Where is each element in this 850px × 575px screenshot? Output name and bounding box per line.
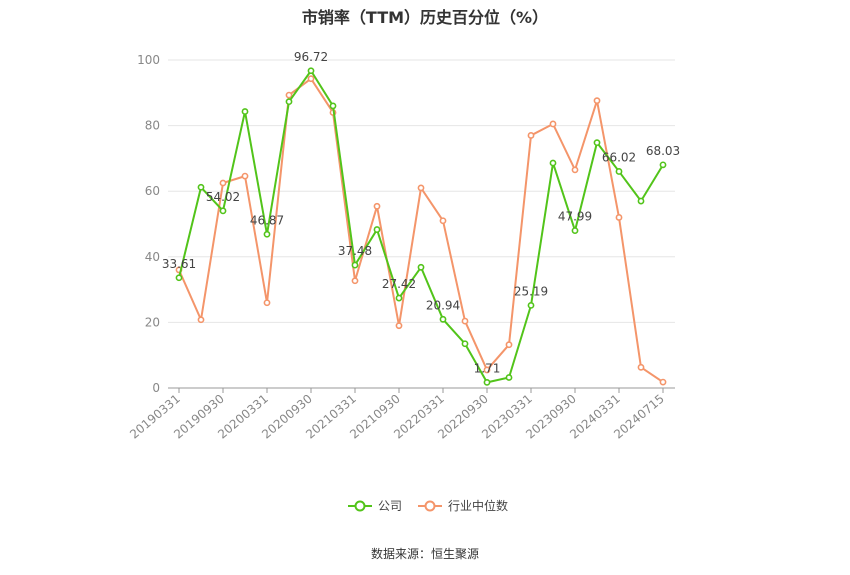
data-point <box>505 374 513 381</box>
legend-marker <box>354 500 366 512</box>
data-point <box>285 91 293 99</box>
data-point <box>439 217 447 225</box>
y-tick-label: 60 <box>145 184 160 198</box>
data-point <box>571 166 579 174</box>
data-point <box>571 227 579 234</box>
source-note: 数据来源：恒生聚源 <box>370 547 479 561</box>
data-label: 25.19 <box>514 284 548 298</box>
data-label: 47.99 <box>558 210 592 224</box>
chart-title: 市销率（TTM）历史百分位（%） <box>301 8 549 27</box>
data-point <box>307 67 315 75</box>
data-point <box>197 316 205 324</box>
data-label: 46.87 <box>250 213 284 227</box>
data-point <box>373 226 381 233</box>
y-tick-label: 20 <box>145 315 160 329</box>
legend-item-industry-median[interactable]: 行业中位数 <box>418 498 508 513</box>
data-point <box>505 341 513 349</box>
data-point <box>285 98 293 106</box>
data-point <box>527 132 535 139</box>
data-point <box>549 120 557 128</box>
series-industry-median <box>175 75 667 386</box>
data-point <box>417 263 425 271</box>
x-tick-labels: 2019033120190930202003312020093020210331… <box>127 392 667 442</box>
data-point <box>659 161 667 169</box>
data-label: 68.03 <box>646 144 680 158</box>
legend-item-company[interactable]: 公司 <box>348 499 402 513</box>
legend[interactable]: 公司 行业中位数 <box>348 498 508 513</box>
data-point <box>461 317 469 325</box>
data-point <box>593 97 601 105</box>
data-point <box>483 378 491 386</box>
y-tick-label: 40 <box>145 250 160 264</box>
series-company <box>175 67 667 386</box>
data-point <box>241 172 249 180</box>
data-point <box>263 299 271 307</box>
data-point <box>219 179 227 187</box>
data-point <box>175 274 183 282</box>
data-point <box>219 207 227 215</box>
data-point <box>615 168 623 175</box>
data-point <box>197 183 205 191</box>
y-tick-label: 0 <box>152 381 160 395</box>
data-point <box>439 315 447 323</box>
data-point <box>549 159 557 167</box>
data-label: 1.71 <box>474 361 501 375</box>
data-point <box>241 108 249 115</box>
data-label: 20.94 <box>426 298 460 312</box>
data-point <box>329 102 337 110</box>
data-point <box>461 340 469 348</box>
data-point <box>615 214 623 221</box>
data-point <box>637 197 645 205</box>
data-label: 37.48 <box>338 244 372 258</box>
legend-marker <box>424 500 436 512</box>
data-point <box>527 301 535 309</box>
data-point <box>373 202 381 210</box>
data-point <box>417 184 425 192</box>
data-point <box>351 261 359 269</box>
data-point <box>351 277 359 285</box>
data-point <box>637 363 645 371</box>
data-label: 33.61 <box>162 257 196 271</box>
data-label: 96.72 <box>294 50 328 64</box>
y-tick-label: 100 <box>137 53 160 67</box>
data-point <box>395 322 403 330</box>
data-point <box>593 139 601 147</box>
series-line <box>178 77 664 383</box>
data-label: 27.42 <box>382 277 416 291</box>
legend-label: 公司 <box>378 499 402 513</box>
data-point <box>659 378 667 386</box>
y-tick-labels: 0 20 40 60 80 100 <box>137 53 160 395</box>
data-label: 54.02 <box>206 190 240 204</box>
data-point <box>307 75 315 83</box>
data-label: 66.02 <box>602 150 636 164</box>
data-point <box>483 366 491 374</box>
axes <box>168 387 675 393</box>
y-tick-label: 80 <box>145 119 160 133</box>
series-layer <box>175 67 667 386</box>
legend-label: 行业中位数 <box>448 498 508 513</box>
data-point <box>263 230 271 238</box>
data-point <box>395 294 403 302</box>
data-labels: 33.61 54.02 46.87 96.72 37.48 27.42 20.94 1.71 2… <box>162 50 680 376</box>
